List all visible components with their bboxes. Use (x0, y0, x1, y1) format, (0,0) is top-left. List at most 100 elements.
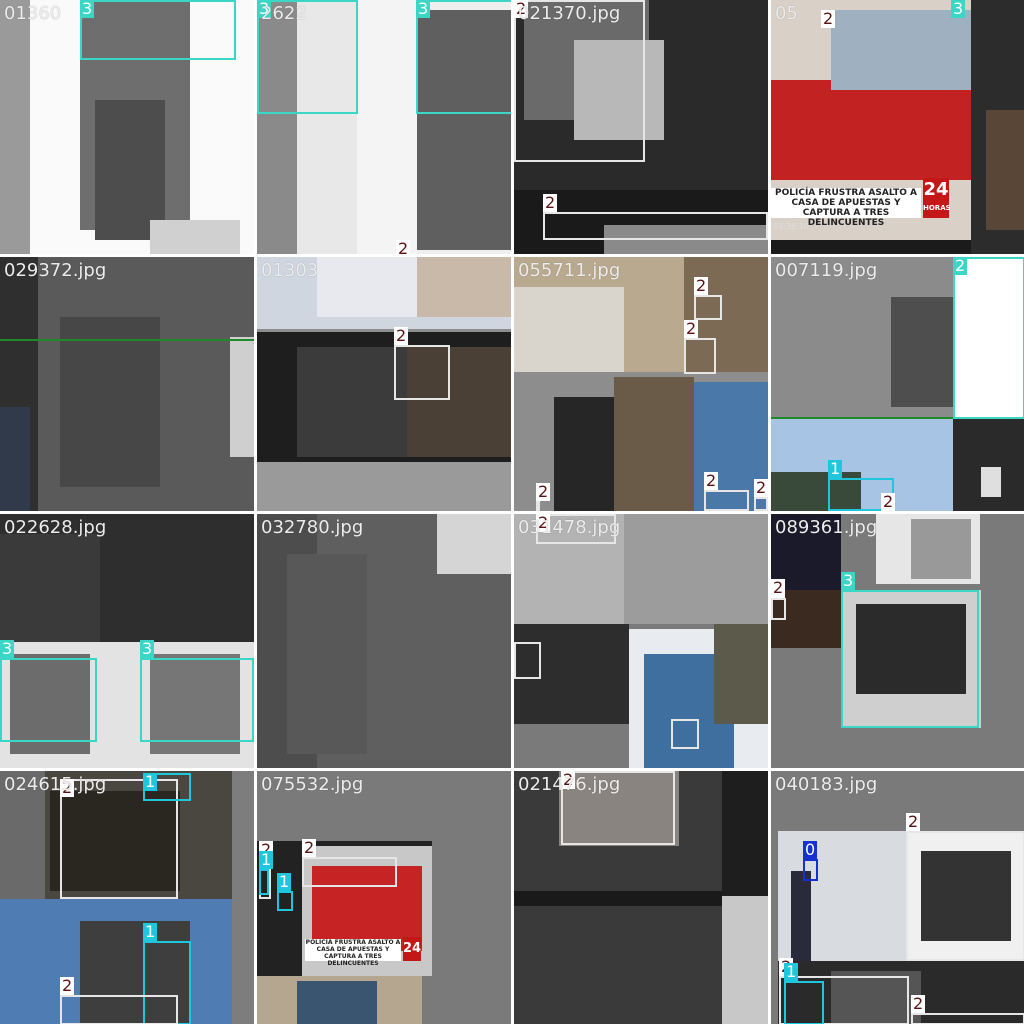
class-label: 1 (828, 459, 843, 478)
image-region (150, 220, 240, 254)
image-region (771, 80, 971, 180)
mosaic-tile: 2 01303 (257, 257, 511, 511)
class-label: 2 (821, 9, 836, 28)
image-region (417, 10, 511, 250)
image-region (953, 257, 1024, 419)
image-region (287, 554, 367, 754)
tile-filename: 01303 (261, 260, 319, 281)
class-label: 2 (543, 193, 558, 212)
class-label: 2 (694, 276, 709, 295)
class-label: 2 (953, 257, 968, 275)
image-region (791, 871, 811, 961)
image-region (514, 624, 629, 724)
image-region (559, 771, 679, 846)
class-label: 3 (140, 639, 155, 658)
tile-filename: 022628.jpg (4, 517, 107, 538)
bounding-box (0, 658, 97, 742)
tile-filename: 007119.jpg (775, 260, 878, 281)
mosaic-tile: 02212040183.jpg (771, 771, 1024, 1024)
bounding-box (394, 345, 450, 400)
bounding-box (302, 857, 397, 887)
class-label: 3 (0, 639, 15, 658)
bounding-box (906, 831, 1024, 961)
image-region (986, 110, 1024, 230)
class-label: 2 (536, 482, 551, 501)
bounding-box (277, 891, 293, 911)
mosaic-tile: 2 1 1 2 024615.jpg (0, 771, 254, 1024)
class-label: 1 (143, 772, 158, 791)
news-ticker: POLICÍA FRUSTRA ASALTO A CASA DE APUESTA… (771, 188, 921, 228)
class-label: 1 (143, 922, 158, 941)
class-label: 2 (302, 838, 317, 857)
image-region (624, 514, 768, 624)
image-region (514, 906, 722, 1024)
bounding-box (561, 771, 675, 845)
image-region (50, 791, 180, 891)
tile-filename: 032780.jpg (261, 517, 364, 538)
bounding-box (694, 295, 722, 320)
image-region (614, 377, 694, 511)
bounding-box (257, 0, 358, 114)
bounding-box (784, 981, 824, 1024)
class-label: 2 (906, 812, 921, 831)
bounding-box (60, 779, 178, 899)
image-region (831, 10, 971, 90)
tile-filename: 01360 (4, 3, 62, 24)
image-region (257, 462, 511, 511)
tile-filename: 021476.jpg (518, 774, 621, 795)
class-label: 3 (257, 0, 272, 18)
image-region (981, 467, 1001, 497)
divider-line (771, 417, 953, 419)
news-ticker: POLICÍA FRUSTRA ASALTO A CASA DE APUESTA… (305, 939, 401, 967)
image-region (714, 624, 768, 724)
bounding-box (771, 598, 786, 620)
bounding-box (514, 642, 541, 679)
image-region (722, 896, 768, 1024)
channel-number: 24 (403, 937, 421, 961)
mosaic-tile: 2323089361.jpg (771, 514, 1024, 768)
image-region (921, 851, 1011, 941)
class-label: 3 (841, 571, 856, 590)
mosaic-tile: 2 2 2 2 2 055711.jpg (514, 257, 768, 511)
class-label: 3 (951, 0, 966, 18)
tile-filename: 055711.jpg (518, 260, 621, 281)
class-label: 2 (754, 478, 768, 497)
image-region (856, 604, 966, 694)
tile-filename: 089361.jpg (775, 517, 878, 538)
bounding-box (671, 719, 699, 749)
image-region (771, 514, 841, 590)
tile-filename: 024615.jpg (4, 774, 107, 795)
tile-filename: 075532.jpg (261, 774, 364, 795)
tile-filename: 05 (775, 3, 798, 24)
image-region (417, 257, 511, 317)
image-region (0, 534, 100, 642)
bounding-box (841, 590, 979, 728)
mosaic-tile: 1222007119.jpg (771, 257, 1024, 511)
tile-filename: 031478.jpg (518, 517, 621, 538)
bounding-box (803, 859, 818, 881)
image-region (312, 866, 422, 951)
class-label: 0 (803, 840, 818, 859)
class-label: 2 (60, 778, 75, 797)
mosaic-tile: 2 021476.jpg (514, 771, 768, 1024)
bounding-box (536, 501, 540, 511)
class-label: 1 (277, 872, 292, 891)
image-region (514, 514, 624, 624)
image-region (684, 257, 768, 372)
image-region (150, 654, 240, 754)
channel-logo: 24 HORAS (923, 178, 951, 218)
class-label: 2 (911, 994, 926, 1013)
class-label: 2 (60, 976, 75, 995)
bounding-box (140, 658, 254, 742)
mosaic-tile: 2 031478.jpg (514, 514, 768, 768)
bounding-box (911, 1013, 1024, 1024)
image-region (407, 347, 511, 457)
class-label: 2 (394, 326, 409, 345)
class-label: 3 (416, 0, 431, 18)
image-region (60, 317, 160, 487)
class-label: 2 (881, 492, 896, 511)
class-label: 2 (536, 514, 551, 532)
tile-filename: 040183.jpg (775, 774, 878, 795)
class-label: 2 (396, 240, 411, 254)
